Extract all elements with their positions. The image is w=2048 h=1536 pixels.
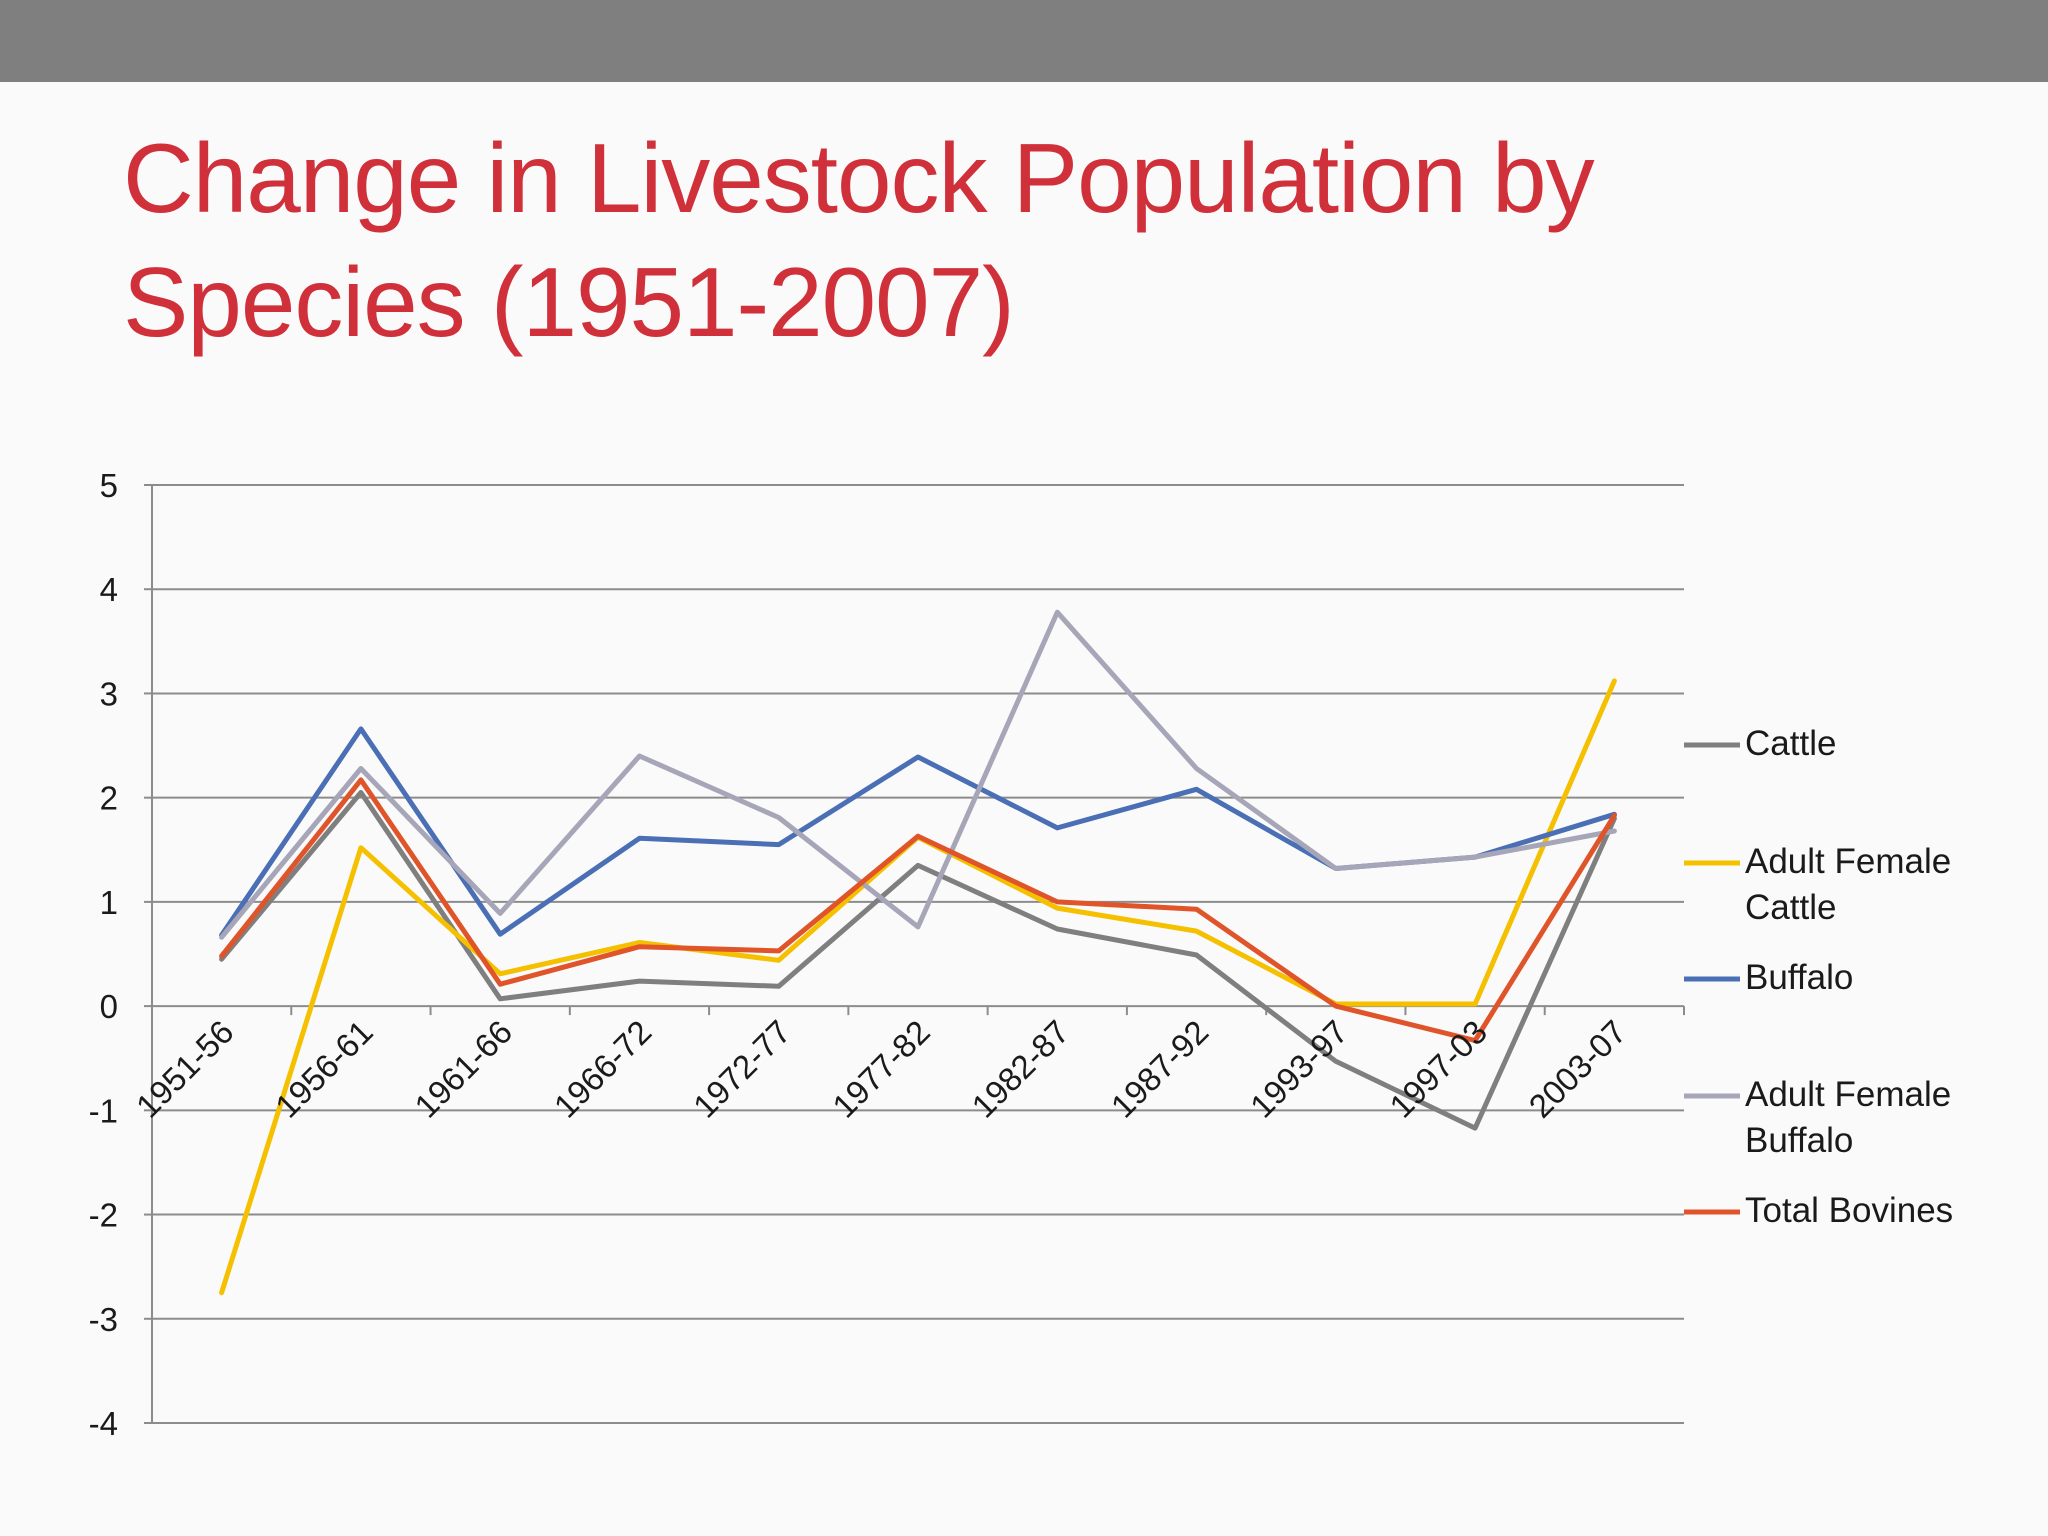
legend-label: Cattle	[1745, 888, 1836, 927]
x-tick-label: 2003-07	[1522, 1013, 1634, 1125]
legend-label: Cattle	[1745, 724, 1836, 763]
series-line-total-bovines	[219, 777, 1617, 1043]
x-tick-labels: 1951-56 1956-61 1961-66 1966-72 1972-77 1977-…	[129, 1013, 1634, 1125]
series-line-adult-female-cattle	[219, 678, 1617, 1296]
x-tick-label: 1982-87	[964, 1013, 1076, 1125]
y-tick-label: 3	[100, 675, 118, 712]
y-tick-label: 1	[100, 884, 118, 921]
series-line-adult-female-buffalo	[219, 609, 1617, 940]
y-tick-label: 4	[100, 571, 118, 608]
axes	[144, 484, 1685, 1424]
gridlines	[152, 484, 1684, 1424]
y-tick-labels: 5 4 3 2 1 0 -1 -2 -3 -4	[89, 467, 118, 1442]
x-tick-label: 1961-66	[407, 1013, 519, 1125]
legend: Cattle Adult Female Cattle Buffalo Adult Fem…	[1684, 724, 1953, 1230]
y-tick-label: 2	[100, 780, 118, 817]
legend-label: Buffalo	[1745, 958, 1853, 997]
x-tick-label: 1972-77	[686, 1013, 798, 1125]
y-tick-label: -3	[89, 1301, 118, 1338]
x-tick-label: 1987-92	[1104, 1013, 1216, 1125]
legend-label: Adult Female	[1745, 1075, 1951, 1114]
top-bar	[0, 0, 2048, 82]
y-tick-label: 0	[100, 988, 118, 1025]
legend-label: Adult Female	[1745, 842, 1951, 881]
y-tick-label: 5	[100, 467, 118, 504]
y-tick-label: -2	[89, 1197, 118, 1234]
x-tick-label: 1956-61	[268, 1013, 380, 1125]
y-tick-label: -1	[89, 1092, 118, 1129]
x-tick-label: 1951-56	[129, 1013, 241, 1125]
series-line-buffalo	[219, 726, 1617, 938]
x-tick-label: 1977-82	[825, 1013, 937, 1125]
slide-title: Change in Livestock Population by Specie…	[123, 123, 1595, 357]
y-tick-label: -4	[89, 1405, 118, 1442]
series-lines	[219, 609, 1617, 1296]
x-tick-label: 1966-72	[547, 1013, 659, 1125]
legend-label: Total Bovines	[1745, 1191, 1953, 1230]
legend-label: Buffalo	[1745, 1121, 1853, 1160]
x-tick-label: 1993-97	[1243, 1013, 1355, 1125]
